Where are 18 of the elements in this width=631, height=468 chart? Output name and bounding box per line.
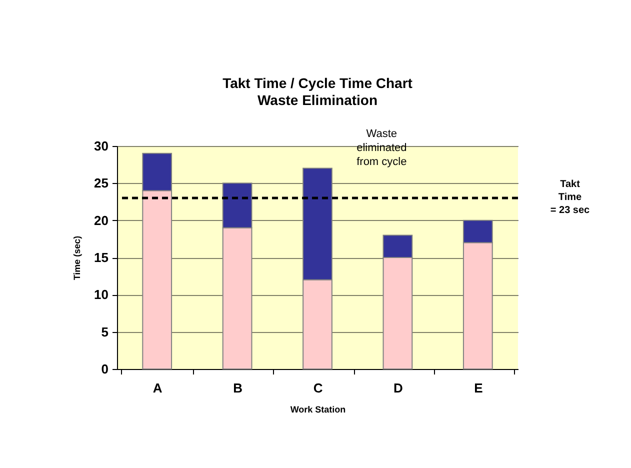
- y-axis-title: Time (sec): [72, 236, 82, 280]
- x-axis-title: Work Station: [290, 404, 346, 414]
- chart-subtitle: Waste Elimination: [257, 92, 378, 108]
- y-tick-label: 25: [94, 176, 108, 191]
- x-tick-label: A: [152, 380, 163, 396]
- y-tick-label: 0: [101, 362, 108, 376]
- y-tick-label: 5: [101, 324, 108, 340]
- chart-title: Takt Time / Cycle Time Chart: [222, 75, 413, 91]
- x-tick-label: D: [394, 380, 403, 396]
- ref-line-label: Takt Time = 23 sec: [550, 179, 590, 216]
- x-tick-label: B: [233, 380, 242, 396]
- y-tick-label: 15: [94, 250, 108, 265]
- y-tick-label: 20: [94, 212, 108, 228]
- x-tick-label: E: [474, 380, 484, 396]
- y-tick-label: 30: [94, 138, 108, 154]
- x-tick-label: C: [313, 380, 324, 396]
- y-tick-label: 10: [94, 287, 108, 302]
- annotation: Waste eliminated from cycle: [356, 128, 407, 168]
